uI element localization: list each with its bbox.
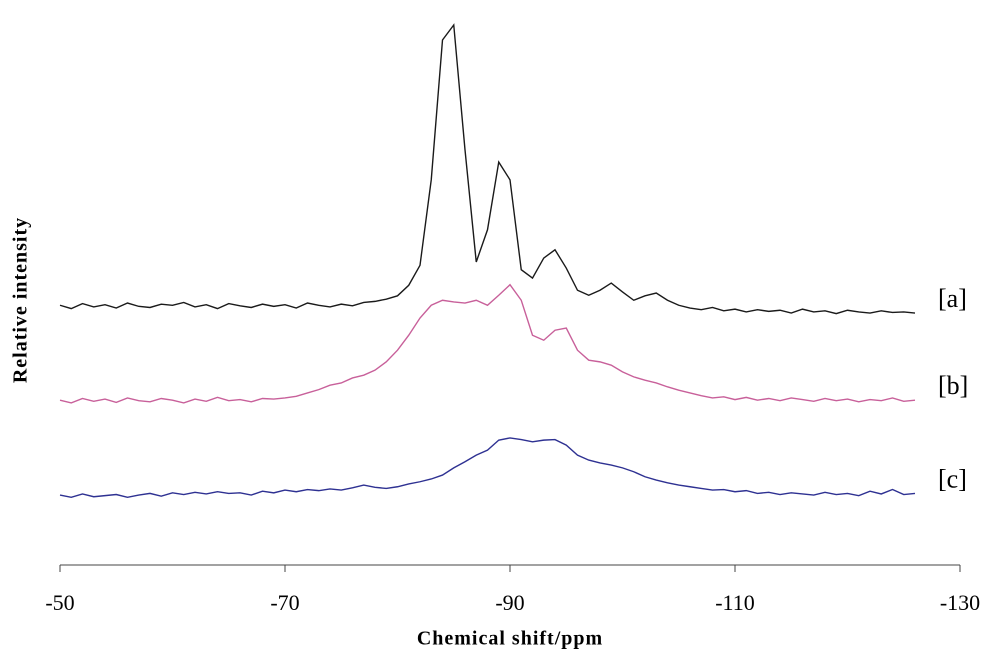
- x-tick-label: -70: [270, 590, 299, 615]
- x-axis-title: Chemical shift/ppm: [417, 628, 603, 650]
- y-axis-title: Relative intensity: [10, 217, 32, 383]
- spectrum-line: [59, 23, 916, 315]
- x-tick-label: -90: [495, 590, 524, 615]
- series-label: [c]: [938, 464, 967, 493]
- x-tick-label: -130: [940, 590, 980, 615]
- spectrum-line: [59, 437, 916, 499]
- series-label: [b]: [938, 371, 968, 400]
- spectrum-line: [59, 283, 916, 404]
- x-tick-label: -50: [45, 590, 74, 615]
- x-tick-label: -110: [715, 590, 755, 615]
- series-label: [a]: [938, 284, 967, 313]
